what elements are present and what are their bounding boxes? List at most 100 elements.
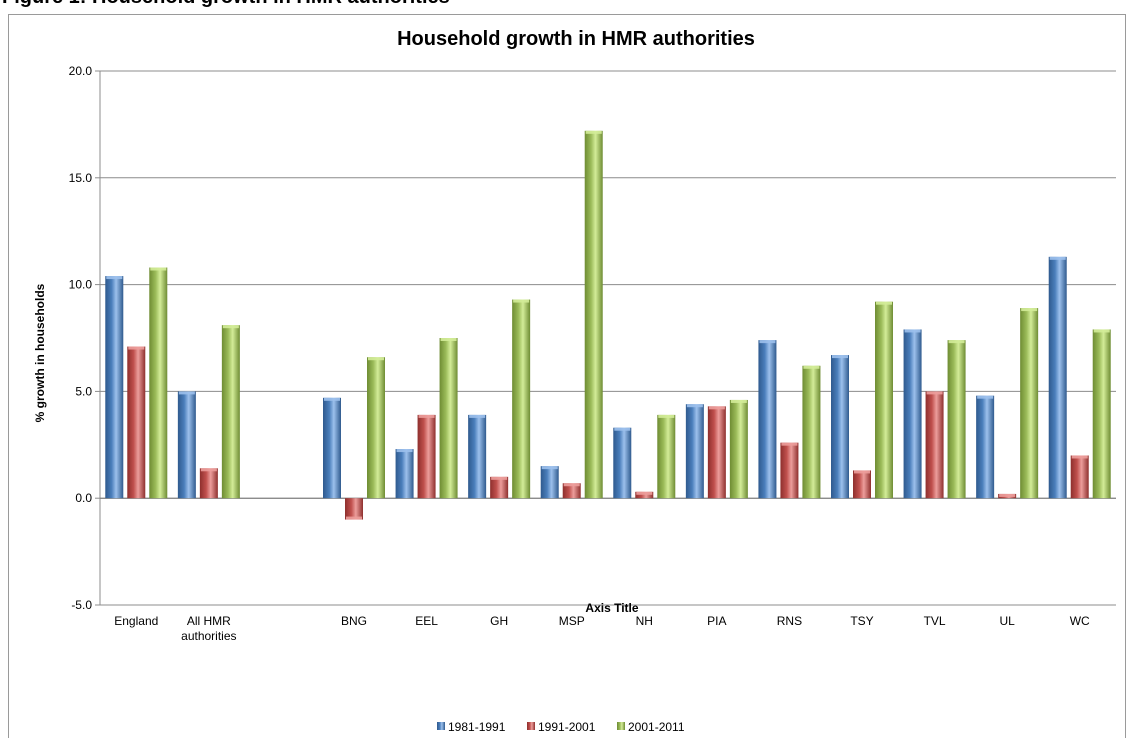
chart-title: Household growth in HMR authorities <box>397 28 755 50</box>
bar-gh-1991-2001 <box>490 476 509 499</box>
bar-body <box>512 299 531 499</box>
x-tick-label: NH <box>636 614 653 628</box>
bar-cap <box>948 340 965 344</box>
bar-ul-1981-1991 <box>976 395 995 499</box>
bar-body <box>780 442 799 499</box>
bar-body <box>105 276 124 499</box>
bar-rns-2001-2011 <box>802 365 821 499</box>
bar-body <box>1020 308 1039 499</box>
bar-cap <box>563 483 580 487</box>
bar-cap <box>999 493 1016 497</box>
bar-nh-2001-2011 <box>657 414 676 499</box>
tick-labels: -5.0 0.0 5.0 10.0 15.0 20.0 England All HMR auth… <box>69 64 1090 643</box>
bar-body <box>199 468 218 499</box>
legend-swatch <box>527 722 535 730</box>
bar-gh-1981-1991 <box>468 414 487 499</box>
bar-tsy-1991-2001 <box>853 470 871 499</box>
x-tick-label: RNS <box>777 614 802 628</box>
bar-body <box>831 355 849 499</box>
bar-body <box>417 414 436 499</box>
bar-england-1981-1991 <box>105 276 124 499</box>
legend-item: 1991-2001 <box>527 720 596 734</box>
bar-cap <box>491 476 508 480</box>
y-tick-label: 15.0 <box>69 171 93 185</box>
axes <box>95 70 1116 606</box>
x-tick-label: All HMR authorities <box>181 614 236 643</box>
bar-rns-1981-1991 <box>758 340 777 499</box>
bar-body <box>1048 256 1067 499</box>
bar-body <box>395 449 414 499</box>
bar-eel-1981-1991 <box>395 449 414 499</box>
bar-body <box>490 476 509 499</box>
y-tick-label: 20.0 <box>69 64 93 78</box>
bar-cap <box>150 267 167 271</box>
bar-body <box>758 340 777 499</box>
bar-body <box>635 491 654 499</box>
y-tick-label: 0.0 <box>75 491 92 505</box>
bar-cap <box>368 357 384 361</box>
bar-body <box>947 340 966 499</box>
bar-bng-2001-2011 <box>367 357 385 499</box>
bar-all-hmr-authorities-1991-2001 <box>199 468 218 499</box>
bar-all-hmr-authorities-2001-2011 <box>221 325 240 499</box>
bar-body <box>853 470 871 499</box>
x-tick-label: England <box>114 614 158 628</box>
bar-cap <box>200 468 217 472</box>
x-tick-label: BNG <box>341 614 367 628</box>
bar-cap <box>222 325 239 329</box>
legend-swatch <box>617 722 625 730</box>
bar-cap <box>324 397 340 401</box>
bar-tsy-1981-1991 <box>831 355 849 499</box>
bar-cap <box>832 355 848 359</box>
x-tick-label: MSP <box>559 614 585 628</box>
bar-cap <box>876 301 892 305</box>
y-axis-title: % growth in households <box>33 283 47 422</box>
bar-body <box>127 346 146 499</box>
bar-cap <box>926 391 943 395</box>
x-tick-label: PIA <box>707 614 726 628</box>
bar-england-2001-2011 <box>149 267 168 499</box>
bar-tvl-1981-1991 <box>903 329 922 499</box>
legend: 1981-1991 1991-2001 2001-2011 <box>437 720 685 734</box>
bar-nh-1981-1991 <box>613 427 632 499</box>
bar-cap <box>396 449 413 453</box>
bar-eel-1991-2001 <box>417 414 436 499</box>
bar-ul-2001-2011 <box>1020 308 1039 499</box>
bar-body <box>323 397 341 499</box>
bar-cap <box>585 130 602 134</box>
bar-wc-2001-2011 <box>1092 329 1111 499</box>
bar-eel-2001-2011 <box>439 338 458 499</box>
bar-wc-1991-2001 <box>1070 455 1089 499</box>
bar-cap <box>781 442 798 446</box>
bar-tsy-2001-2011 <box>875 301 893 499</box>
x-tick-label: UL <box>999 614 1015 628</box>
bar-body <box>221 325 240 499</box>
bar-body <box>177 391 196 499</box>
bar-body <box>875 301 893 499</box>
bar-cap <box>854 470 870 474</box>
x-tick-label: GH <box>490 614 508 628</box>
bar-body <box>1070 455 1089 499</box>
bar-msp-1981-1991 <box>540 466 559 499</box>
bar-wc-1981-1991 <box>1048 256 1067 499</box>
bar-cap <box>730 399 747 403</box>
x-tick-label: WC <box>1070 614 1090 628</box>
bar-cap <box>346 516 362 520</box>
bar-msp-1991-2001 <box>562 483 581 499</box>
bar-cap <box>803 365 820 369</box>
bar-body <box>925 391 944 499</box>
legend-label: 1991-2001 <box>538 720 596 734</box>
bar-body <box>540 466 559 499</box>
bar-cap <box>513 299 530 303</box>
bar-tvl-2001-2011 <box>947 340 966 499</box>
bar-body <box>729 399 748 499</box>
bar-rns-1991-2001 <box>780 442 799 499</box>
bar-cap <box>178 391 195 395</box>
y-tick-label: 10.0 <box>69 278 93 292</box>
bar-body <box>903 329 922 499</box>
bar-pia-1991-2001 <box>707 406 726 499</box>
bar-body <box>367 357 385 499</box>
bar-cap <box>759 340 776 344</box>
y-tick-label: -5.0 <box>71 598 92 612</box>
